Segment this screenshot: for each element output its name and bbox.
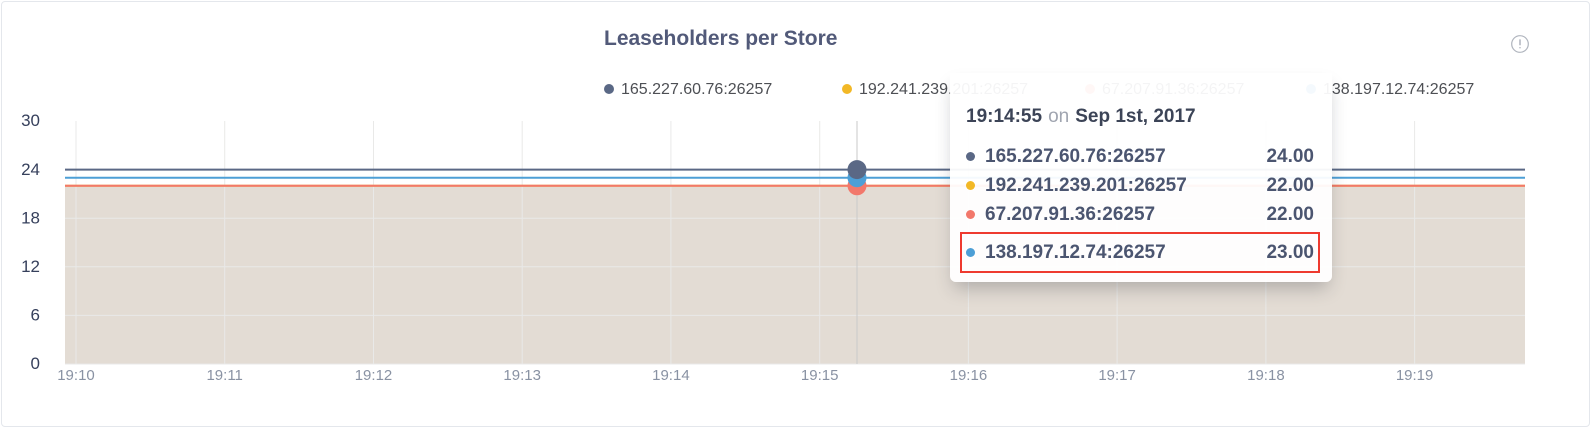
svg-text:19:13: 19:13	[503, 367, 541, 384]
svg-text:19:17: 19:17	[1098, 367, 1136, 384]
svg-text:19:14: 19:14	[652, 367, 690, 384]
svg-text:24: 24	[21, 160, 40, 179]
svg-text:19:12: 19:12	[355, 367, 393, 384]
svg-text:19:19: 19:19	[1396, 367, 1434, 384]
svg-text:18: 18	[21, 209, 40, 228]
svg-text:19:11: 19:11	[206, 367, 242, 384]
svg-text:12: 12	[21, 257, 40, 276]
svg-text:19:18: 19:18	[1247, 367, 1285, 384]
svg-text:19:16: 19:16	[950, 367, 988, 384]
svg-text:30: 30	[21, 111, 40, 130]
svg-text:19:10: 19:10	[57, 367, 95, 384]
svg-text:0: 0	[31, 354, 40, 373]
svg-text:6: 6	[31, 306, 40, 325]
svg-text:19:15: 19:15	[801, 367, 839, 384]
